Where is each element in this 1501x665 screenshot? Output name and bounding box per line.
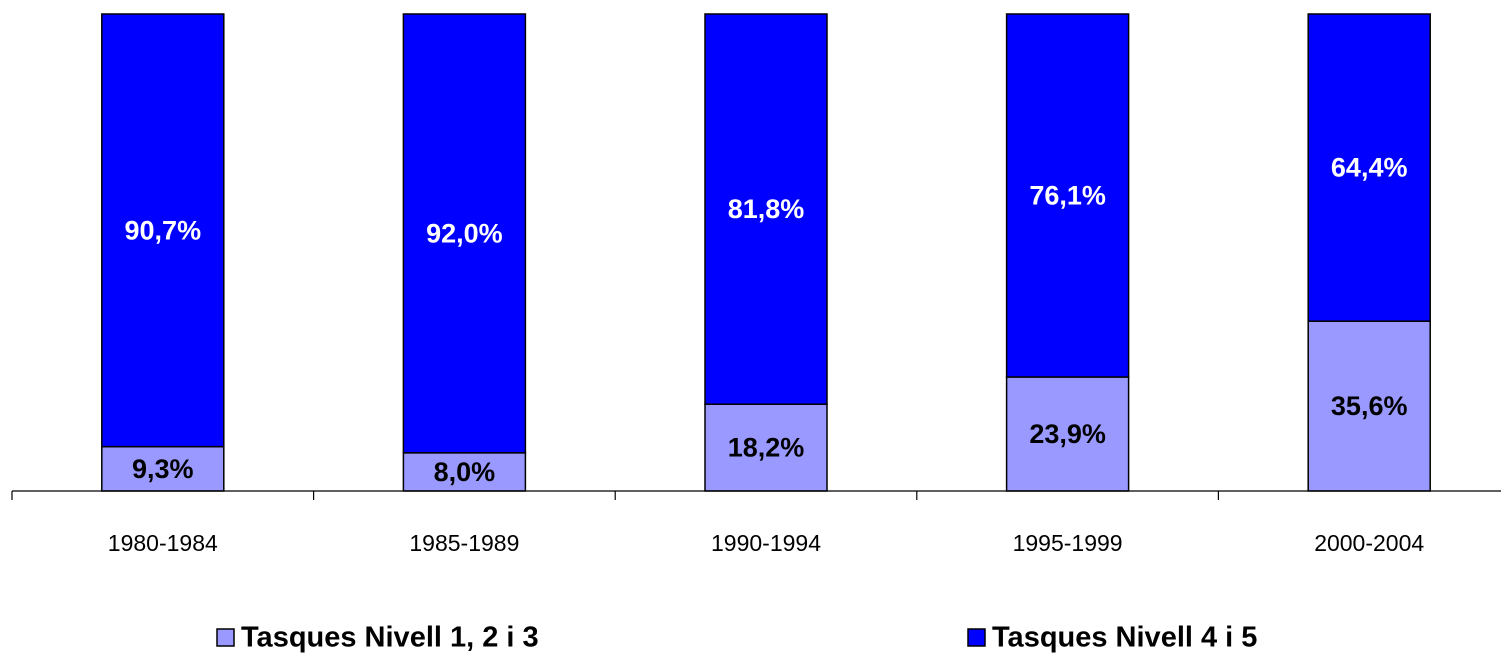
data-label: 90,7% — [125, 215, 202, 245]
data-label: 8,0% — [434, 457, 496, 487]
data-label: 81,8% — [728, 194, 805, 224]
bar-segment — [704, 13, 828, 405]
legend-swatch — [967, 628, 986, 647]
data-label: 76,1% — [1029, 181, 1106, 211]
legend-swatch — [216, 628, 235, 647]
bar-segment — [1307, 13, 1431, 322]
x-tick-label: 1990-1994 — [711, 530, 821, 556]
x-tick-label: 2000-2004 — [1314, 530, 1424, 556]
data-label: 35,6% — [1331, 391, 1408, 421]
x-tick-label: 1980-1984 — [108, 530, 218, 556]
data-label: 92,0% — [426, 219, 503, 249]
legend-label: Tasques Nivell 4 i 5 — [992, 622, 1257, 654]
bar-segment — [402, 13, 527, 454]
data-label: 23,9% — [1029, 419, 1106, 449]
x-tick-label: 1985-1989 — [409, 530, 519, 556]
bar-segment — [1005, 13, 1130, 378]
data-label: 64,4% — [1331, 153, 1408, 183]
data-label: 9,3% — [132, 454, 194, 484]
bar-segment — [101, 13, 225, 448]
data-label: 18,2% — [728, 433, 805, 463]
x-tick-label: 1995-1999 — [1013, 530, 1123, 556]
legend-label: Tasques Nivell 1, 2 i 3 — [241, 622, 539, 654]
bar-segment — [101, 445, 225, 492]
